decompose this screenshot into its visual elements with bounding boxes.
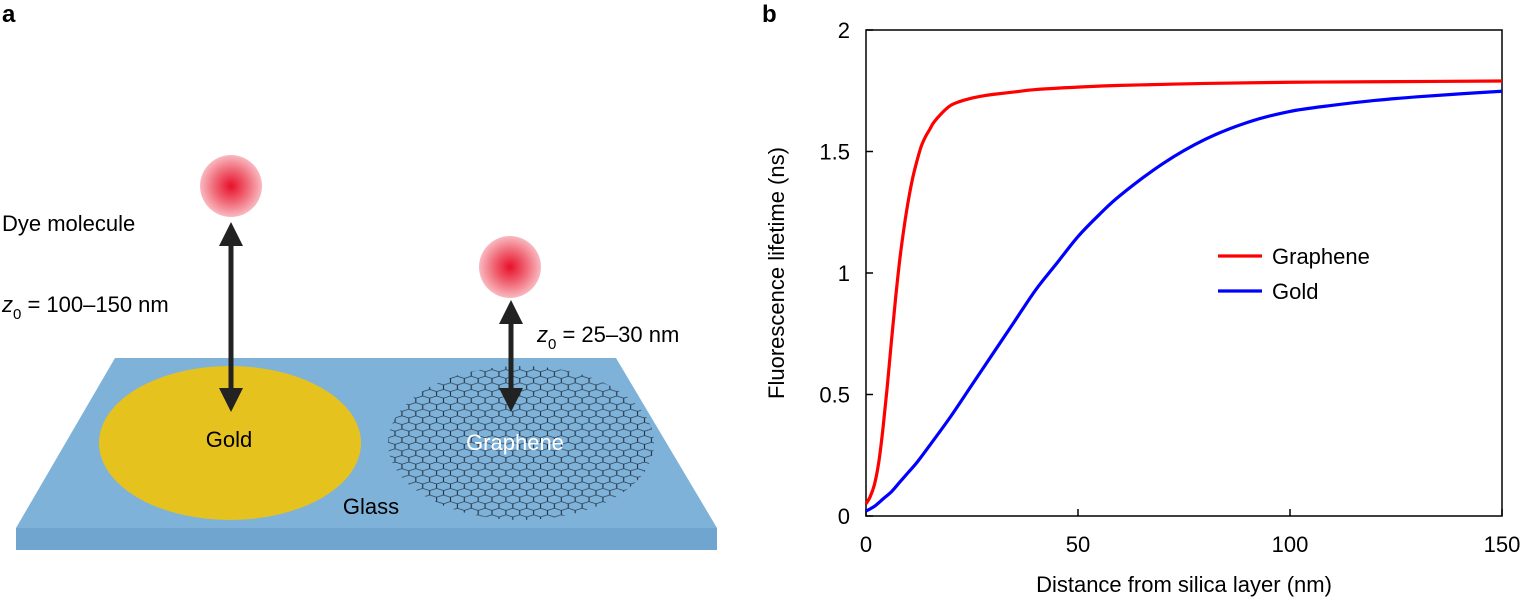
series-layer: [864, 79, 1503, 513]
dye-molecule-label: Dye molecule: [2, 211, 135, 236]
arrowhead-up-icon: [499, 300, 523, 324]
y-axis-label: Fluorescence lifetime (ns): [764, 147, 789, 399]
lifetime-chart: 0 50 100 150 0 0.5 1 1.5 2 Distance from silica…: [764, 18, 1520, 597]
y-tick-label: 1: [838, 261, 850, 286]
y-tick-label: 0: [838, 504, 850, 529]
panel-a: a Dye molecule z0 = 100–150 nm z0 = 25–3…: [1, 1, 717, 550]
y-axis: 0 0.5 1 1.5 2: [819, 18, 873, 529]
panel-b: b 0 50 100 150 0 0.5 1 1.5 2 Distance from sili…: [762, 1, 1520, 597]
gold-distance-label: z0 = 100–150 nm: [1, 292, 169, 323]
graphene-label: Graphene: [466, 430, 564, 455]
arrowhead-down-icon: [499, 388, 523, 412]
graphene-sheet: [388, 366, 654, 520]
arrowhead-up-icon: [219, 222, 243, 246]
legend: Graphene Gold: [1218, 244, 1370, 304]
x-tick-label: 150: [1484, 532, 1521, 557]
y-tick-label: 1.5: [819, 140, 850, 165]
panel-b-label: b: [762, 1, 777, 28]
glass-label: Glass: [343, 494, 399, 519]
x-tick-label: 0: [860, 532, 872, 557]
graphene-distance-label: z0 = 25–30 nm: [536, 322, 679, 353]
gold-label: Gold: [206, 427, 252, 452]
x-axis-label: Distance from silica layer (nm): [1036, 572, 1332, 597]
series-line-graphene: [864, 79, 1503, 505]
plot-frame: [865, 29, 1503, 517]
panel-a-label: a: [2, 1, 16, 28]
x-axis: 0 50 100 150: [860, 509, 1520, 557]
legend-label: Graphene: [1272, 244, 1370, 269]
dye-molecule-graphene: [479, 236, 541, 298]
arrowhead-down-icon: [219, 388, 243, 412]
gold-film: [99, 366, 361, 520]
legend-label: Gold: [1272, 279, 1318, 304]
dye-molecule-gold: [200, 155, 262, 217]
y-tick-label: 2: [838, 18, 850, 43]
series-line-gold: [865, 89, 1503, 513]
y-tick-label: 0.5: [819, 383, 850, 408]
x-tick-label: 50: [1066, 532, 1090, 557]
x-tick-label: 100: [1272, 532, 1309, 557]
